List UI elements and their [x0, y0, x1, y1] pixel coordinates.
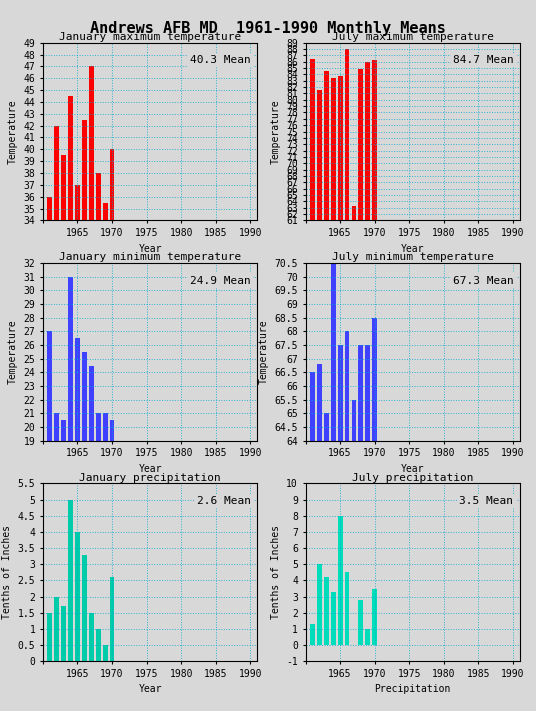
Bar — [47, 613, 52, 661]
Bar — [54, 597, 59, 661]
Bar — [75, 338, 80, 700]
Text: 40.3 Mean: 40.3 Mean — [190, 55, 251, 65]
X-axis label: Year: Year — [401, 244, 425, 254]
Bar — [47, 197, 52, 624]
Bar — [68, 96, 73, 624]
Title: July precipitation: July precipitation — [352, 473, 473, 483]
Y-axis label: Temperature: Temperature — [8, 100, 18, 164]
Bar — [110, 420, 115, 700]
Text: 67.3 Mean: 67.3 Mean — [453, 275, 513, 286]
Bar — [317, 364, 322, 711]
Bar — [82, 555, 87, 661]
Bar — [331, 77, 336, 608]
Bar — [359, 69, 363, 608]
Bar — [338, 75, 343, 608]
Bar — [89, 365, 94, 700]
Y-axis label: Temperature: Temperature — [271, 100, 280, 164]
X-axis label: Year: Year — [138, 685, 162, 695]
Bar — [345, 331, 349, 711]
Bar — [324, 577, 329, 645]
Title: January minimum temperature: January minimum temperature — [59, 252, 241, 262]
Text: Andrews AFB MD  1961-1990 Monthly Means: Andrews AFB MD 1961-1990 Monthly Means — [90, 21, 446, 36]
Text: 84.7 Mean: 84.7 Mean — [453, 55, 513, 65]
Bar — [310, 58, 315, 608]
Bar — [366, 63, 370, 608]
Bar — [324, 414, 329, 711]
Bar — [317, 90, 322, 608]
Bar — [310, 624, 315, 645]
Text: 2.6 Mean: 2.6 Mean — [197, 496, 251, 506]
Bar — [103, 414, 108, 700]
Bar — [68, 277, 73, 700]
Bar — [338, 515, 343, 645]
Bar — [331, 263, 336, 711]
Bar — [373, 60, 377, 608]
X-axis label: Year: Year — [138, 244, 162, 254]
Bar — [96, 629, 101, 661]
Bar — [75, 532, 80, 661]
Y-axis label: Tenths of Inches: Tenths of Inches — [271, 525, 280, 619]
Bar — [89, 66, 94, 624]
Bar — [75, 185, 80, 624]
Bar — [366, 629, 370, 645]
X-axis label: Precipitation: Precipitation — [375, 685, 451, 695]
Bar — [352, 206, 356, 608]
Bar — [96, 173, 101, 624]
Bar — [373, 318, 377, 711]
Bar — [359, 345, 363, 711]
Bar — [345, 572, 349, 645]
Bar — [324, 71, 329, 608]
Bar — [366, 345, 370, 711]
Title: July minimum temperature: July minimum temperature — [332, 252, 494, 262]
Bar — [47, 331, 52, 700]
Title: July maximum temperature: July maximum temperature — [332, 32, 494, 42]
Bar — [338, 345, 343, 711]
Y-axis label: Temperature: Temperature — [8, 320, 18, 384]
Y-axis label: Temperature: Temperature — [259, 320, 269, 384]
Text: 24.9 Mean: 24.9 Mean — [190, 275, 251, 286]
Bar — [352, 400, 356, 711]
Bar — [373, 589, 377, 645]
Bar — [68, 500, 73, 661]
Bar — [110, 577, 115, 661]
Y-axis label: Tenths of Inches: Tenths of Inches — [2, 525, 12, 619]
Bar — [110, 149, 115, 624]
X-axis label: Year: Year — [138, 464, 162, 474]
Bar — [103, 203, 108, 624]
X-axis label: Year: Year — [401, 464, 425, 474]
Bar — [331, 592, 336, 645]
Title: January precipitation: January precipitation — [79, 473, 221, 483]
Bar — [359, 600, 363, 645]
Bar — [96, 414, 101, 700]
Bar — [82, 119, 87, 624]
Bar — [54, 126, 59, 624]
Text: 3.5 Mean: 3.5 Mean — [459, 496, 513, 506]
Bar — [61, 155, 66, 624]
Bar — [82, 352, 87, 700]
Bar — [54, 414, 59, 700]
Bar — [61, 606, 66, 661]
Bar — [310, 373, 315, 711]
Bar — [103, 645, 108, 661]
Bar — [345, 49, 349, 608]
Bar — [89, 613, 94, 661]
Bar — [317, 565, 322, 645]
Bar — [61, 420, 66, 700]
Title: January maximum temperature: January maximum temperature — [59, 32, 241, 42]
